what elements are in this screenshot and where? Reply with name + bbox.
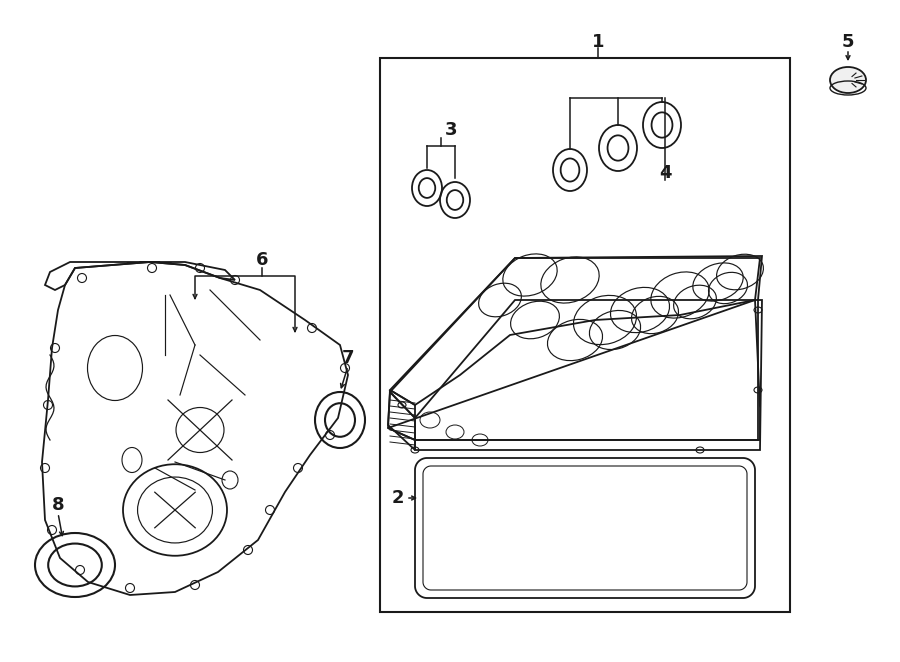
Text: 7: 7 (342, 349, 355, 367)
Text: 6: 6 (256, 251, 268, 269)
Bar (380, 58, 790, 612)
Text: 2: 2 (392, 489, 404, 507)
Ellipse shape (830, 67, 866, 93)
Text: 4: 4 (659, 164, 671, 182)
Text: 8: 8 (51, 496, 64, 514)
Text: 5: 5 (842, 33, 854, 51)
Text: 1: 1 (592, 33, 604, 51)
Text: 3: 3 (445, 121, 457, 139)
